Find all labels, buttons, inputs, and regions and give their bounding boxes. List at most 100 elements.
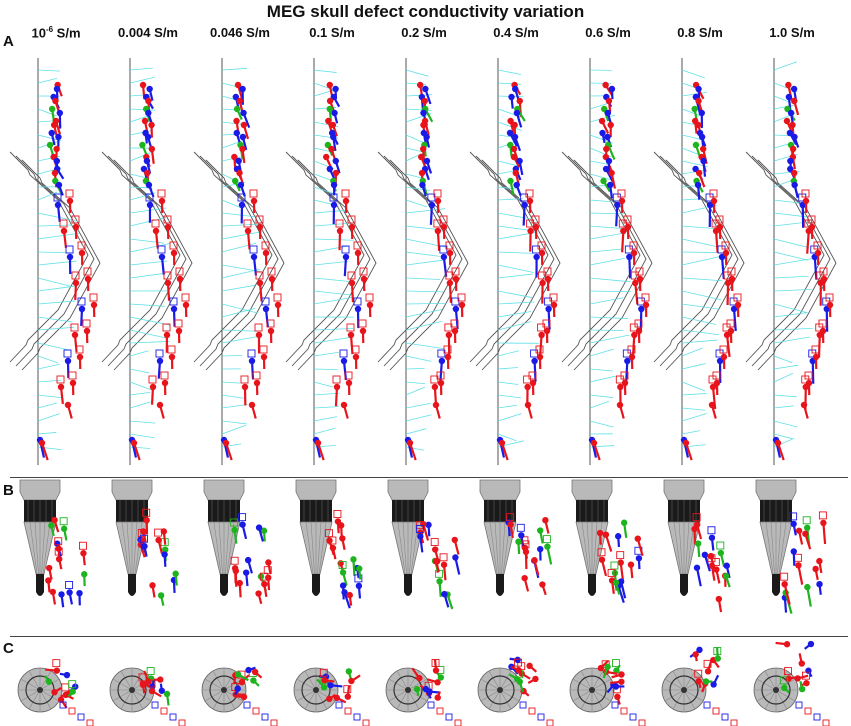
source-square-marker [450,319,459,328]
dipole-head [798,660,805,667]
dipole-head [330,201,338,209]
dipole-head [807,640,815,648]
panel-separator-ab [10,477,848,478]
dipole-line [539,334,543,356]
source-square-marker [630,271,639,280]
dipole-head [325,117,332,125]
source-square-marker [624,245,633,254]
dipole-head [262,305,270,313]
source-square-marker [68,371,77,380]
dipole-head [607,121,614,129]
source-square-marker [252,707,260,715]
source-square-marker [347,271,356,280]
connection-line [405,290,444,293]
dipole-head [422,85,429,93]
source-square-marker [526,219,535,228]
panel-b-electrode [111,479,179,606]
source-square-marker [339,349,348,358]
dipole-head [158,197,166,205]
connection-line [681,316,717,325]
panel-a-head-model [101,58,193,465]
electrode-shaft-line [593,521,598,575]
source-square-marker [431,659,440,667]
skull-outline [193,151,273,363]
dipole-head [531,357,538,365]
connection-line [681,69,705,79]
source-square-marker [86,719,94,726]
dipole-head [182,301,190,309]
connection-line [221,231,262,240]
dipole-head [161,551,168,558]
source-square-marker [537,713,545,721]
connection-line [129,341,170,344]
dipole-head [522,548,530,556]
conductivity-label: 0.8 S/m [654,25,746,40]
source-square-marker [261,241,270,250]
dipole-head [826,301,834,309]
dipole-head [696,646,703,654]
dipole-head [240,121,248,129]
dipole-head [339,535,346,542]
conductivity-value: 0.6 [585,25,604,40]
connection-line [221,404,248,409]
connection-line [221,199,243,209]
electrode-tip-end [680,592,688,596]
dipole-head [624,357,631,365]
dipole-head [245,666,252,674]
dipole-line [806,230,810,254]
source-square-marker [439,553,448,562]
dipole-head [54,540,61,547]
dipole-head [608,85,616,93]
electrode-top-spoke [39,670,52,691]
dipole-head [728,275,736,283]
source-square-marker [708,375,717,384]
electrode-top-spoke [131,689,152,702]
source-square-marker [338,561,347,569]
dipole-head [348,677,355,685]
connection-line [221,424,246,435]
source-square-marker [68,680,77,689]
dipole-head [268,275,276,283]
connection-line [497,264,534,273]
dipole-head [232,93,240,101]
connection-line [773,303,808,314]
connection-line [313,368,338,371]
source-square-marker [329,193,338,202]
dipole-head [526,197,534,205]
dipole-head [544,543,551,550]
conductivity-column: 0.6 S/m [561,0,654,726]
connection-line [773,104,795,110]
dipole-head [248,357,256,365]
electrode-cap [203,479,245,501]
connection-line [681,290,722,301]
panel-c-top-view [293,667,370,726]
dipole-head [602,165,610,173]
dipole-head [55,555,63,563]
panel-a-head-model [745,58,837,465]
electrode-top-spoke [764,670,777,691]
source-square-marker [616,551,625,560]
dipole-head [156,357,164,365]
dipole-head [161,379,169,387]
connection-line [589,420,614,428]
dipole-head [820,275,828,283]
dipole-line [533,360,537,382]
source-square-marker [715,215,724,224]
source-square-marker [612,193,621,202]
connection-line [313,69,337,73]
dipole-head [163,331,171,339]
source-square-marker [811,345,820,354]
dipole-head [155,536,162,544]
electrode-tip-end [128,592,136,596]
electrode-shaft-line [778,521,787,575]
connection-line [773,312,808,318]
dipole-head [812,565,819,573]
connection-line [773,420,798,428]
electrode-top-inner [301,675,331,705]
dipole-head [440,253,448,261]
dipole-head [145,97,152,105]
dipole-head [715,595,723,603]
dipole-head [598,117,606,125]
connection-line [589,160,610,165]
source-square-marker [335,219,344,228]
